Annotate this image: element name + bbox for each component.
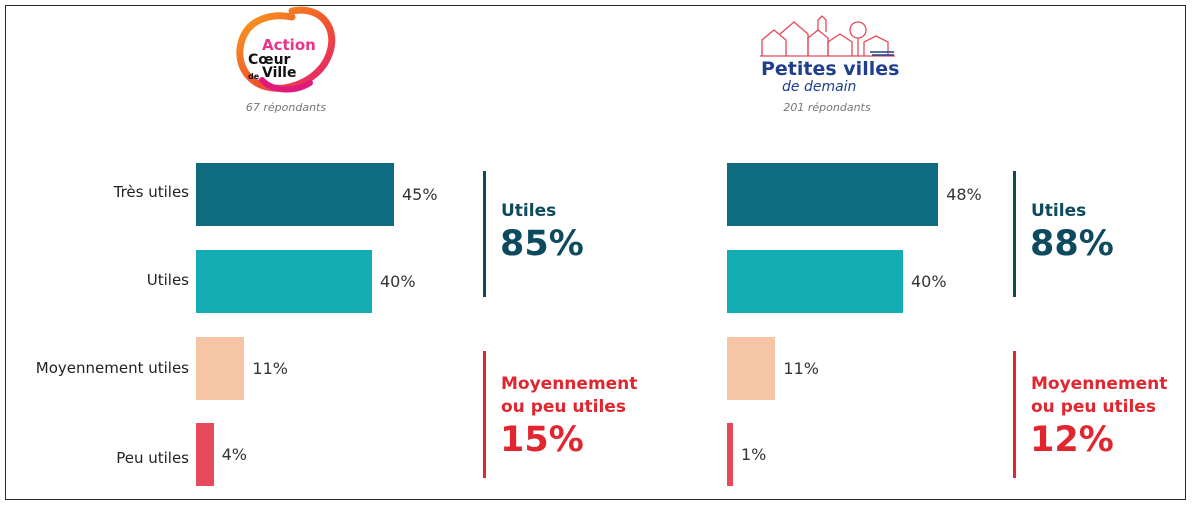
category-label-tres-utiles: Très utiles <box>113 183 189 201</box>
value-label-acv-tres-utiles: 45% <box>402 184 438 204</box>
summary-acv-positive-value: 85% <box>500 224 584 264</box>
bar-acv-tres-utiles <box>196 163 394 226</box>
category-label-peu-utiles: Peu utiles <box>116 449 189 467</box>
bar-acv-moyennement-utiles <box>196 337 245 400</box>
ring-swirl-icon <box>236 6 336 93</box>
acv-logo-line1: Action <box>262 36 316 54</box>
value-label-pvd-moyennement-utiles: 11% <box>783 358 819 378</box>
bar-pvd-utiles <box>727 250 903 313</box>
value-label-acv-utiles: 40% <box>380 271 416 291</box>
summary-pvd-positive-value: 88% <box>1030 224 1114 264</box>
value-label-pvd-tres-utiles: 48% <box>946 184 982 204</box>
summary-pvd-negative-line <box>1013 351 1016 478</box>
bar-pvd-peu-utiles <box>727 423 733 486</box>
summary-acv-negative-line <box>483 351 486 478</box>
summary-pvd-negative-label-line1: Moyennement <box>1031 374 1168 394</box>
value-label-pvd-utiles: 40% <box>911 271 947 291</box>
summary-pvd-negative-label-line2: ou peu utiles <box>1031 397 1156 417</box>
town-outline-icon <box>760 15 895 57</box>
summary-acv-positive-label: Utiles <box>501 201 557 221</box>
acv-logo-line3: Ville <box>262 65 297 81</box>
bar-acv-utiles <box>196 250 372 313</box>
bar-pvd-moyennement-utiles <box>727 337 776 400</box>
summary-pvd-positive-line <box>1013 171 1016 297</box>
pvd-respondents: 201 répondants <box>783 101 871 114</box>
summary-pvd-negative-value: 12% <box>1030 420 1114 460</box>
summary-acv-negative-value: 15% <box>500 420 584 460</box>
category-label-moyennement-utiles: Moyennement utiles <box>35 359 189 377</box>
summary-acv-negative-label-line2: ou peu utiles <box>501 397 626 417</box>
value-label-acv-moyennement-utiles: 11% <box>252 358 288 378</box>
summary-pvd-positive-label: Utiles <box>1031 201 1087 221</box>
chart-frame <box>5 5 1186 500</box>
acv-logo-line2: Cœur <box>248 52 291 68</box>
acv-respondents: 67 répondants <box>245 101 327 114</box>
value-label-pvd-peu-utiles: 1% <box>741 444 767 464</box>
pvd-logo-line2: de demain <box>782 79 857 95</box>
value-label-acv-peu-utiles: 4% <box>221 444 247 464</box>
bar-acv-peu-utiles <box>196 423 214 486</box>
summary-acv-positive-line <box>483 171 486 297</box>
acv-logo-line3-small: de <box>248 72 260 81</box>
pvd-logo-line1: Petites villes <box>761 58 900 80</box>
summary-acv-negative-label-line1: Moyennement <box>501 374 638 394</box>
bar-pvd-tres-utiles <box>727 163 939 226</box>
category-label-utiles: Utiles <box>146 271 189 289</box>
